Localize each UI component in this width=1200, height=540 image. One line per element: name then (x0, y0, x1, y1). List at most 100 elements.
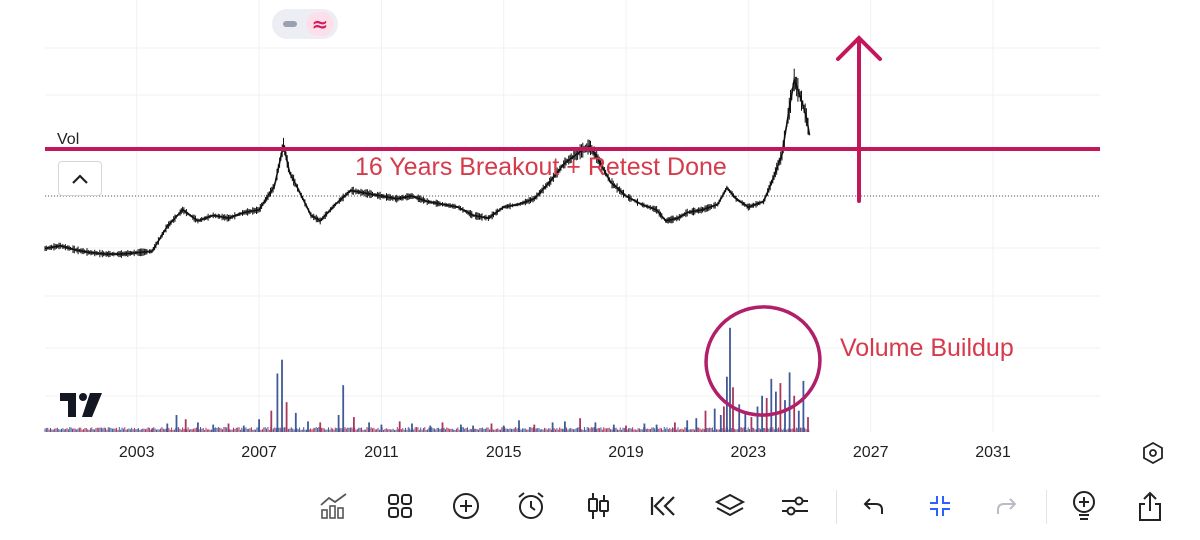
publish-idea-button[interactable] (1066, 488, 1102, 524)
price-chart[interactable] (0, 0, 1200, 470)
layers-button[interactable] (712, 488, 748, 524)
volume-bar (242, 425, 245, 432)
volume-bar (744, 412, 747, 432)
volume-bar (460, 424, 462, 432)
candles-button[interactable] (580, 488, 616, 524)
chart-settings-button[interactable] (1141, 441, 1165, 470)
volume-bar (197, 422, 199, 432)
volume-bar (655, 424, 658, 432)
volume-bar (579, 418, 581, 432)
volume-bar (732, 387, 734, 432)
volume-bar (770, 378, 773, 432)
price-wicks (44, 68, 809, 258)
x-tick-label: 2023 (730, 444, 767, 461)
volume-circle (704, 305, 822, 417)
volume-bar (551, 422, 554, 432)
chart-grid (45, 0, 1100, 432)
collapse-fullscreen-icon (930, 496, 950, 516)
volume-bar (227, 423, 230, 432)
volume-bar (368, 422, 370, 432)
volume-bar (353, 417, 355, 432)
volume-bar (166, 423, 169, 432)
volume-bar (337, 415, 340, 432)
redo-icon (997, 498, 1017, 514)
volume-bar (695, 418, 698, 432)
volume-annotation: Volume Buildup (840, 334, 1014, 362)
layout-grid-icon (388, 494, 412, 518)
undo-icon (863, 498, 883, 514)
replay-button[interactable] (646, 488, 682, 524)
volume-bar (612, 424, 615, 432)
layout-button[interactable] (382, 488, 418, 524)
x-tick-label: 2007 (241, 444, 277, 461)
volume-bar (594, 422, 597, 432)
chart-type-icon (320, 493, 347, 519)
volume-bar (564, 421, 566, 432)
volume-bar (729, 327, 731, 432)
volume-bar (319, 422, 322, 432)
volume-bar (686, 420, 689, 432)
x-tick-label: 2015 (485, 444, 522, 461)
collapse-pane-button[interactable] (58, 161, 102, 196)
volume-bar (807, 417, 809, 432)
volume-bar (797, 410, 800, 432)
volume-bar (704, 410, 707, 432)
alert-button[interactable] (513, 488, 549, 524)
volume-bar (472, 425, 474, 432)
share-button[interactable] (1132, 488, 1168, 524)
volume-bar (802, 380, 805, 432)
alarm-icon (518, 492, 544, 519)
volume-bar (533, 424, 536, 432)
volume-bar (411, 423, 413, 432)
volume-bar (793, 395, 796, 432)
exit-fullscreen-button[interactable] (922, 488, 958, 524)
line-mode-toggle[interactable] (278, 12, 302, 36)
volume-bar (441, 422, 444, 432)
volume-bar (723, 406, 725, 432)
volume-bar (719, 415, 722, 432)
chart-type-button[interactable] (316, 488, 352, 524)
display-mode-toggle[interactable]: ≈ (272, 9, 338, 39)
volume-bar (276, 373, 279, 432)
volume-bar (184, 419, 187, 432)
volume-bar (779, 383, 782, 432)
volume-bar (713, 408, 716, 432)
volume-bar (398, 421, 401, 432)
volume-bar (643, 423, 646, 432)
volume-bar (212, 424, 215, 432)
undo-button[interactable] (856, 488, 892, 524)
x-tick-label: 2031 (975, 444, 1011, 461)
volume-bar (294, 412, 297, 432)
volume-bar (518, 420, 520, 432)
wave-mode-toggle[interactable]: ≈ (306, 12, 334, 36)
redo-button[interactable] (988, 488, 1024, 524)
toolbar-divider (1046, 490, 1047, 524)
add-button[interactable] (448, 488, 484, 524)
volume-bar (625, 425, 627, 432)
volume-bar (738, 404, 741, 432)
volume-bar (490, 423, 493, 432)
breakout-annotation: 16 Years Breakout + Retest Done (355, 153, 727, 181)
x-tick-label: 2003 (118, 444, 155, 461)
volume-bar (674, 422, 676, 432)
share-icon (1139, 491, 1161, 521)
tradingview-logo (60, 393, 102, 422)
volume-bar (270, 410, 273, 432)
volume-bar (788, 372, 791, 432)
volume-bar (429, 425, 432, 432)
volume-bars (44, 327, 810, 432)
settings-sliders-icon (782, 496, 808, 516)
settings-button[interactable] (777, 488, 813, 524)
hexagon-settings-icon (1143, 441, 1163, 465)
bottom-toolbar (0, 478, 1200, 534)
volume-bar (342, 385, 345, 432)
replay-icon (650, 496, 675, 516)
volume-bar (281, 359, 283, 432)
volume-bar (380, 424, 383, 432)
volume-bar (750, 417, 753, 432)
candles-icon (588, 493, 609, 519)
idea-icon (1073, 491, 1095, 520)
volume-bar (784, 400, 786, 432)
x-tick-label: 2011 (364, 444, 399, 461)
add-icon (453, 493, 479, 519)
